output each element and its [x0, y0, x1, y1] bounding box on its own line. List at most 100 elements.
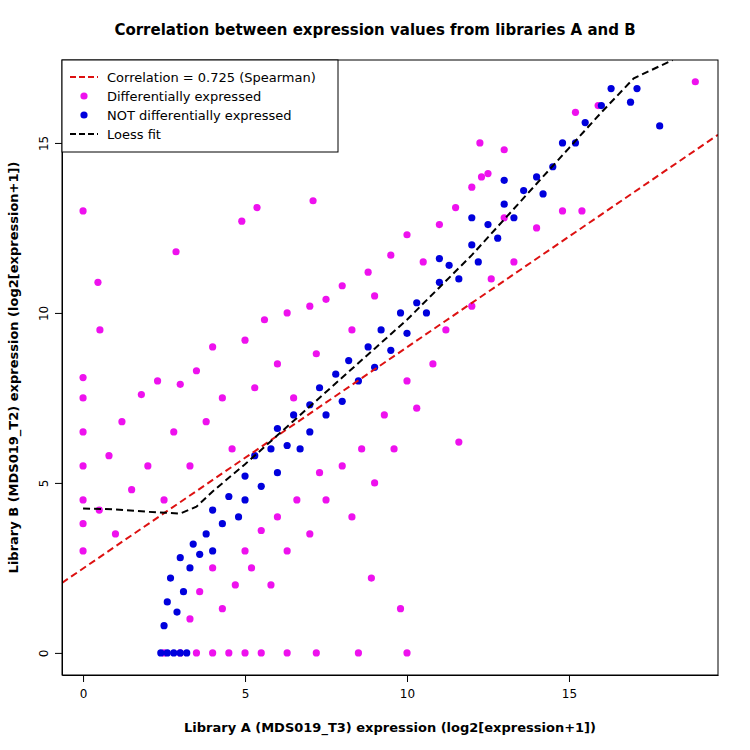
point	[79, 428, 86, 435]
point	[193, 649, 200, 656]
y-tick-mark	[55, 313, 62, 314]
point	[420, 258, 427, 265]
point	[290, 394, 297, 401]
point	[128, 486, 135, 493]
point	[322, 411, 329, 418]
point	[170, 428, 177, 435]
point	[368, 575, 375, 582]
point	[79, 547, 86, 554]
point	[96, 326, 103, 333]
point	[582, 119, 589, 126]
point	[79, 374, 86, 381]
y-tick-mark	[55, 483, 62, 484]
point	[313, 649, 320, 656]
point	[160, 622, 167, 629]
point	[267, 581, 274, 588]
x-axis-title: Library A (MDS019_T3) expression (log2[e…	[184, 720, 596, 736]
x-tick: 0	[80, 675, 88, 701]
y-axis: 051015	[37, 61, 63, 676]
plot-area	[62, 60, 718, 657]
point	[306, 530, 313, 537]
point	[390, 445, 397, 452]
point	[607, 85, 614, 92]
point	[160, 496, 167, 503]
point	[164, 598, 171, 605]
point	[436, 255, 443, 262]
point	[387, 347, 394, 354]
point	[371, 292, 378, 299]
point	[183, 649, 190, 656]
point	[339, 462, 346, 469]
point	[452, 204, 459, 211]
point	[274, 425, 281, 432]
point	[455, 439, 462, 446]
point	[261, 316, 268, 323]
point	[348, 513, 355, 520]
x-tick-label: 15	[562, 687, 577, 701]
point	[423, 309, 430, 316]
point	[293, 496, 300, 503]
point	[284, 547, 291, 554]
point	[446, 262, 453, 269]
x-tick-label: 10	[400, 687, 415, 701]
y-tick-label: 15	[37, 136, 51, 151]
y-tick: 10	[37, 306, 62, 321]
point	[173, 609, 180, 616]
point	[309, 197, 316, 204]
point	[339, 398, 346, 405]
x-tick-mark	[245, 675, 246, 682]
point	[468, 184, 475, 191]
x-tick-label: 0	[80, 687, 88, 701]
scatter-series	[157, 85, 663, 657]
line	[62, 135, 718, 583]
point	[225, 649, 232, 656]
legend-box	[62, 60, 338, 152]
point	[387, 252, 394, 259]
point	[627, 99, 634, 106]
point	[209, 564, 216, 571]
point	[322, 496, 329, 503]
point	[258, 527, 265, 534]
point	[203, 418, 210, 425]
point	[248, 564, 255, 571]
point	[377, 326, 384, 333]
legend-swatch	[70, 133, 98, 135]
point	[484, 170, 491, 177]
legend-label: Loess fit	[107, 127, 161, 142]
point	[228, 445, 235, 452]
point	[297, 445, 304, 452]
point	[578, 207, 585, 214]
point	[196, 588, 203, 595]
point	[475, 258, 482, 265]
point	[358, 445, 365, 452]
point	[241, 473, 248, 480]
point	[172, 248, 179, 255]
point	[258, 649, 265, 656]
point	[455, 275, 462, 282]
point	[476, 139, 483, 146]
point	[177, 381, 184, 388]
point	[186, 615, 193, 622]
point	[533, 173, 540, 180]
legend-swatch	[70, 76, 98, 78]
point	[209, 649, 216, 656]
x-tick: 5	[242, 675, 250, 701]
y-tick: 5	[37, 480, 62, 488]
point	[306, 303, 313, 310]
point	[533, 224, 540, 231]
point	[365, 269, 372, 276]
point	[209, 547, 216, 554]
y-tick-label: 5	[37, 480, 51, 488]
point	[241, 649, 248, 656]
point	[177, 649, 184, 656]
x-tick: 10	[400, 675, 415, 701]
point	[251, 384, 258, 391]
point	[241, 337, 248, 344]
point	[403, 231, 410, 238]
y-tick-mark	[55, 143, 62, 144]
point	[274, 360, 281, 367]
x-tick-mark	[83, 675, 84, 682]
point	[274, 513, 281, 520]
point	[365, 343, 372, 350]
point	[225, 493, 232, 500]
